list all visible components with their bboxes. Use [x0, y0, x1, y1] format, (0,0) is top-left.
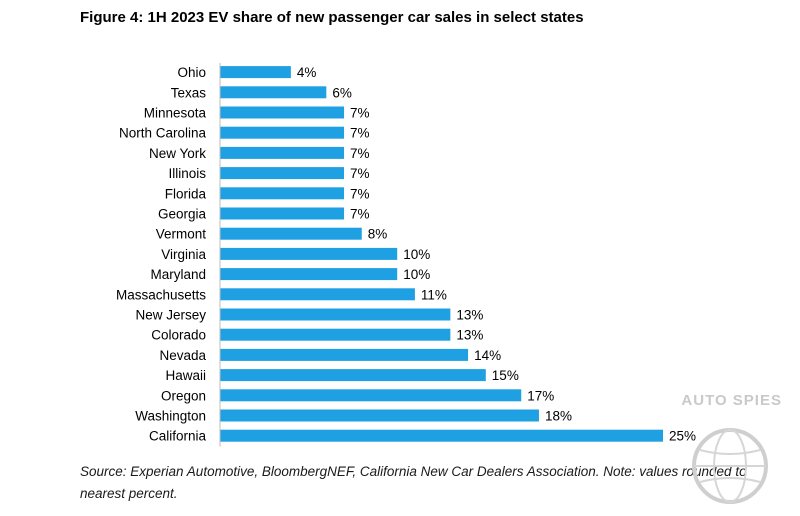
value-label: 13% [456, 308, 483, 323]
category-label: Vermont [156, 227, 207, 242]
value-label: 14% [474, 348, 501, 363]
bar-new-jersey [220, 308, 451, 321]
bar-colorado [220, 328, 451, 341]
bar-new-york [220, 146, 345, 159]
bar-california [220, 429, 663, 442]
bar-washington [220, 409, 539, 422]
bars-group: Ohio 4% Texas 6% Minnesota 7% North Carolina 7%… [116, 65, 696, 444]
value-label: 4% [297, 65, 317, 80]
watermark-text: AUTO SPIES [681, 392, 782, 409]
category-label: Washington [135, 409, 206, 424]
value-label: 17% [527, 388, 554, 403]
value-label: 13% [456, 328, 483, 343]
bar-virginia [220, 247, 398, 260]
value-label: 7% [350, 106, 370, 121]
bar-nevada [220, 348, 469, 361]
globe-icon [692, 428, 768, 504]
bar-hawaii [220, 369, 486, 382]
bar-illinois [220, 167, 345, 180]
category-label: Colorado [151, 328, 206, 343]
bar-florida [220, 187, 345, 200]
value-label: 15% [492, 368, 519, 383]
category-label: Maryland [150, 267, 206, 282]
value-label: 8% [368, 227, 388, 242]
value-label: 25% [669, 429, 696, 444]
chart-title: Figure 4: 1H 2023 EV share of new passen… [80, 9, 584, 26]
category-label: Massachusetts [116, 287, 206, 302]
bar-texas [220, 86, 327, 99]
category-label: Nevada [159, 348, 206, 363]
category-label: New Jersey [135, 308, 206, 323]
value-label: 7% [350, 126, 370, 141]
value-label: 7% [350, 207, 370, 222]
category-label: North Carolina [119, 126, 207, 141]
bar-massachusetts [220, 288, 415, 301]
category-label: Virginia [161, 247, 206, 262]
bar-vermont [220, 227, 362, 240]
category-label: Florida [165, 186, 207, 201]
category-label: Georgia [158, 207, 207, 222]
bar-minnesota [220, 106, 345, 119]
value-label: 10% [403, 247, 430, 262]
category-label: Oregon [161, 388, 206, 403]
category-label: Ohio [177, 65, 206, 80]
category-label: Illinois [168, 166, 206, 181]
value-label: 18% [545, 409, 572, 424]
category-label: Hawaii [165, 368, 206, 383]
value-label: 10% [403, 267, 430, 282]
value-label: 7% [350, 186, 370, 201]
bar-north-carolina [220, 126, 345, 139]
category-label: New York [149, 146, 206, 161]
category-label: Minnesota [144, 106, 207, 121]
value-label: 6% [332, 85, 352, 100]
value-label: 7% [350, 146, 370, 161]
value-label: 11% [421, 287, 447, 302]
bar-maryland [220, 268, 398, 281]
category-label: Texas [171, 85, 207, 100]
bar-oregon [220, 389, 522, 402]
watermark: AUTO SPIES [642, 392, 792, 506]
bar-ohio [220, 66, 291, 79]
category-label: California [149, 429, 207, 444]
value-label: 7% [350, 166, 370, 181]
source-note: Source: Experian Automotive, BloombergNE… [80, 464, 747, 501]
bar-georgia [220, 207, 345, 220]
